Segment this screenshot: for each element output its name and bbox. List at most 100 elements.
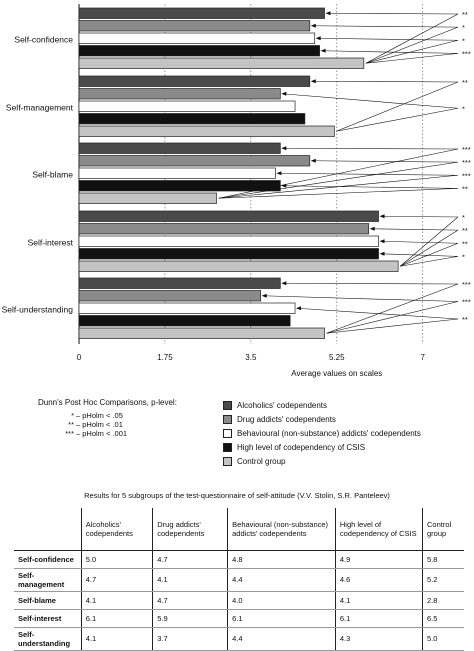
legend-item: Alcoholics' codependents — [223, 398, 421, 412]
bar — [78, 290, 262, 302]
significance-arrow — [326, 301, 459, 334]
column-header: Behavioural (non-substance) addicts' cod… — [227, 508, 336, 551]
arrowhead — [281, 146, 287, 151]
dunn-symbol: *** — [65, 429, 74, 438]
significance-label: * — [462, 252, 465, 261]
significance-arrow — [297, 307, 459, 320]
table-cell: 6.5 — [422, 609, 464, 628]
bar — [78, 302, 296, 314]
arrowhead — [320, 48, 326, 53]
x-tick-label: 3.5 — [245, 353, 257, 362]
significance-label: *** — [462, 145, 471, 154]
significance-arrow — [380, 215, 459, 218]
dunn-legend: Dunn's Post Hoc Comparisons, p-level: * –… — [38, 398, 218, 438]
arrowhead — [310, 79, 316, 84]
legend-label: Alcoholics' codependents — [237, 400, 328, 410]
series-legend: Alcoholics' codependents Drug addicts' co… — [223, 398, 421, 468]
legend-label: Control group — [237, 456, 286, 466]
significance-arrow — [311, 160, 459, 163]
dunn-text: – pHolm < .001 — [76, 429, 128, 438]
bar — [78, 142, 281, 154]
significance-arrow — [218, 161, 459, 199]
category-label: Self-blame — [32, 169, 73, 179]
arrowhead — [296, 306, 302, 311]
dunn-row: * – pHolm < .05 — [38, 411, 218, 420]
arrowhead — [310, 23, 316, 28]
x-tick-label: 7 — [420, 353, 425, 362]
category-label: Self-interest — [28, 237, 74, 247]
significance-arrow — [311, 25, 459, 28]
table-cell: 6.1 — [80, 609, 153, 628]
table-cell: 4.0 — [227, 591, 336, 610]
table-cell: 4.6 — [334, 568, 423, 592]
significance-label: ** — [462, 78, 468, 87]
significance-arrow — [370, 228, 459, 231]
bar — [78, 327, 325, 339]
legend-label: High level of codependency of CSIS — [237, 442, 366, 452]
table-header-row: Alcoholics' codependents Drug addicts' c… — [14, 508, 464, 551]
significance-label: *** — [462, 158, 471, 167]
significance-arrow — [365, 39, 459, 64]
bar — [78, 277, 281, 289]
arrowhead — [379, 214, 385, 219]
bar — [78, 315, 291, 327]
table-cell: 6.1 — [334, 609, 423, 628]
bar — [78, 155, 311, 167]
table-cell: 5.0 — [80, 550, 153, 569]
significance-arrow — [277, 172, 459, 176]
column-header: Drug addicts' codependents — [152, 508, 228, 551]
table-cell: 5.2 — [422, 568, 464, 592]
legend-item: Drug addicts' codependents — [223, 412, 421, 426]
legend: Dunn's Post Hoc Comparisons, p-level: * –… — [38, 398, 474, 478]
significance-arrow — [282, 185, 459, 189]
table-cell: 4.7 — [80, 568, 153, 592]
table-cell: 4.7 — [152, 550, 228, 569]
category-label: Self-understanding — [2, 304, 74, 314]
significance-arrow — [336, 107, 459, 132]
bar — [78, 7, 325, 19]
significance-arrow — [282, 147, 459, 150]
significance-arrow — [400, 256, 459, 267]
legend-swatch — [223, 400, 232, 410]
table-row: Self-interest 6.1 5.9 6.1 6.1 6.5 — [14, 609, 464, 628]
significance-arrow — [282, 282, 459, 285]
table-row: Self-management 4.7 4.1 4.4 4.6 5.2 — [14, 568, 464, 592]
legend-item: Control group — [223, 454, 421, 468]
table-cell: 4.9 — [334, 550, 423, 569]
dunn-symbol: ** — [68, 420, 74, 429]
bar — [78, 75, 311, 87]
arrowhead — [310, 158, 316, 163]
significance-label: * — [462, 36, 465, 45]
bar-chart: Self-confidence*******Self-management***… — [2, 4, 471, 378]
bar — [78, 57, 365, 69]
table-cell: 4.8 — [227, 550, 336, 569]
dunn-row: *** – pHolm < .001 — [38, 429, 218, 438]
table-corner — [14, 508, 82, 551]
significance-label: * — [462, 213, 465, 222]
row-label: Self-confidence — [14, 550, 82, 569]
bar — [78, 180, 281, 192]
bar — [78, 32, 316, 44]
arrowhead — [379, 251, 385, 256]
bar — [78, 260, 399, 272]
dunn-symbol: * — [71, 411, 74, 420]
x-tick-label: 0 — [77, 353, 82, 362]
significance-label: ** — [462, 184, 468, 193]
significance-arrow — [218, 188, 459, 199]
significance-arrow — [365, 13, 459, 64]
legend-swatch — [223, 442, 232, 452]
significance-arrow — [380, 240, 459, 244]
significance-arrow — [400, 229, 459, 267]
significance-arrow — [365, 53, 459, 64]
significance-arrow — [262, 295, 459, 302]
arrowhead — [379, 239, 385, 244]
legend-label: Behavioural (non-substance) addicts' cod… — [237, 428, 421, 438]
significance-label: * — [462, 104, 465, 113]
bar — [78, 167, 276, 179]
column-header: High level of codependency of CSIS — [334, 508, 423, 551]
bar — [78, 45, 320, 57]
bar — [78, 100, 296, 112]
table-cell: 5.8 — [422, 550, 464, 569]
bar — [78, 20, 311, 32]
arrowhead — [369, 226, 375, 231]
